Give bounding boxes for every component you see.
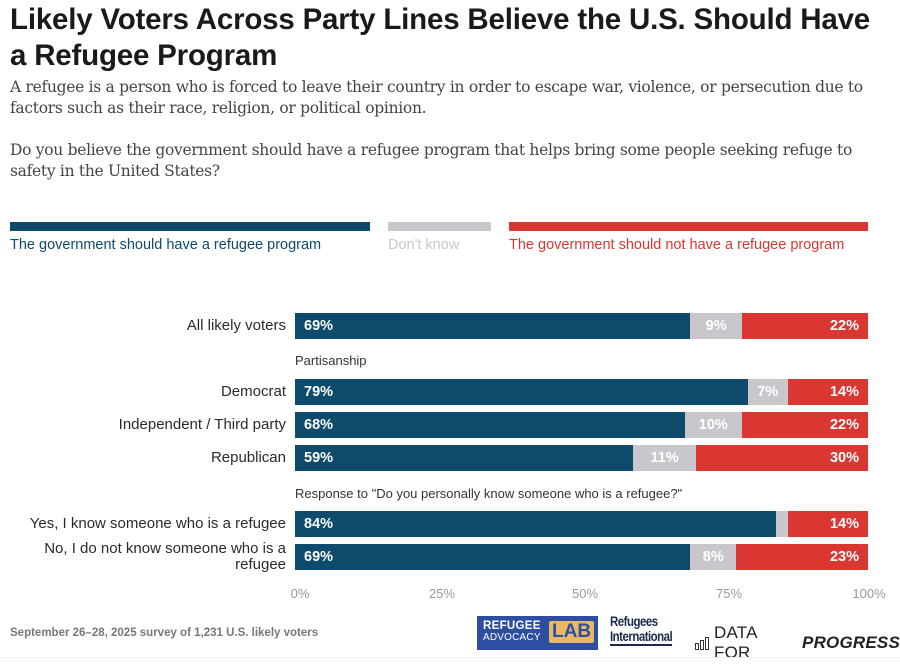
group-label-partisanship: Partisanship [295, 353, 367, 368]
row-label-know-no: No, I do not know someone who is a refug… [44, 540, 286, 573]
legend-swatch-dont-know [388, 222, 491, 231]
x-tick-50: 50% [571, 586, 599, 601]
bar-oppose-no-i-do-not-know-someone-who-is-a-refugee: 23% [736, 544, 868, 570]
bar-support-all-likely-voters: 69% [295, 313, 691, 339]
legend-item-dont-know: Don't know [388, 222, 491, 255]
bar-dont-know-yes-i-know-someone-who-is-a-refugee [776, 511, 788, 537]
footer-divider [0, 657, 900, 658]
x-tick-100: 100% [852, 586, 886, 601]
bar-support-no-i-do-not-know-someone-who-is-a-refugee: 69% [295, 544, 691, 570]
bar-support-democrat: 79% [295, 379, 748, 405]
bar-dont-know-democrat: 7% [747, 379, 788, 405]
bar-oppose-republican: 30% [696, 445, 868, 471]
bar-oppose-independent-third-party: 22% [741, 412, 868, 438]
row-label-all-voters: All likely voters [186, 317, 286, 334]
x-tick-0: 0% [290, 586, 310, 601]
row-label-republican: Republican [210, 449, 286, 466]
refugee-definition: A refugee is a person who is forced to l… [10, 78, 863, 117]
survey-note: September 26–28, 2025 survey of 1,231 U.… [10, 627, 319, 639]
bar-dont-know-independent-third-party: 10% [684, 412, 742, 438]
row-label-independent: Independent / Third party [118, 416, 286, 433]
ral-logo-line1: REFUGEE [483, 620, 541, 632]
legend-label-dont-know: Don't know [388, 237, 460, 253]
ri-logo-line1: Refugees [610, 614, 658, 629]
legend-swatch-oppose [509, 222, 868, 231]
x-tick-75: 75% [715, 586, 743, 601]
refugee-advocacy-lab-logo: REFUGEE ADVOCACY LAB [477, 616, 598, 650]
bar-oppose-yes-i-know-someone-who-is-a-refugee: 14% [787, 511, 868, 537]
ral-logo-line2: ADVOCACY [483, 632, 541, 643]
bar-support-yes-i-know-someone-who-is-a-refugee: 84% [295, 511, 777, 537]
bar-dont-know-republican: 11% [633, 445, 697, 471]
ri-logo-line2: International [610, 629, 673, 646]
legend-label-oppose: The government should not have a refugee… [509, 237, 845, 253]
bar-chart-icon [695, 636, 709, 650]
bar-support-independent-third-party: 68% [295, 412, 685, 438]
row-label-democrat: Democrat [220, 383, 286, 400]
refugees-international-logo: Refugees International [610, 614, 673, 646]
legend-item-oppose: The government should not have a refugee… [509, 222, 868, 255]
bar-support-republican: 59% [295, 445, 634, 471]
bar-oppose-all-likely-voters: 22% [741, 313, 868, 339]
legend-item-support: The government should have a refugee pro… [10, 222, 370, 255]
ral-logo-lab: LAB [549, 621, 595, 643]
legend-label-support: The government should have a refugee pro… [10, 237, 322, 253]
bar-dont-know-no-i-do-not-know-someone-who-is-a-refugee: 8% [690, 544, 737, 570]
chart-title: Likely Voters Across Party Lines Believe… [10, 3, 871, 72]
bar-oppose-democrat: 14% [787, 379, 868, 405]
group-label-know-refugee: Response to "Do you personally know some… [295, 486, 683, 501]
bar-dont-know-all-likely-voters: 9% [690, 313, 742, 339]
dfp-logo-bold: PROGRESS [802, 633, 900, 652]
legend-swatch-support [10, 222, 370, 231]
survey-question: Do you believe the government should hav… [10, 141, 852, 180]
x-tick-25: 25% [428, 586, 456, 601]
row-label-know-yes: Yes, I know someone who is a refugee [29, 515, 286, 532]
